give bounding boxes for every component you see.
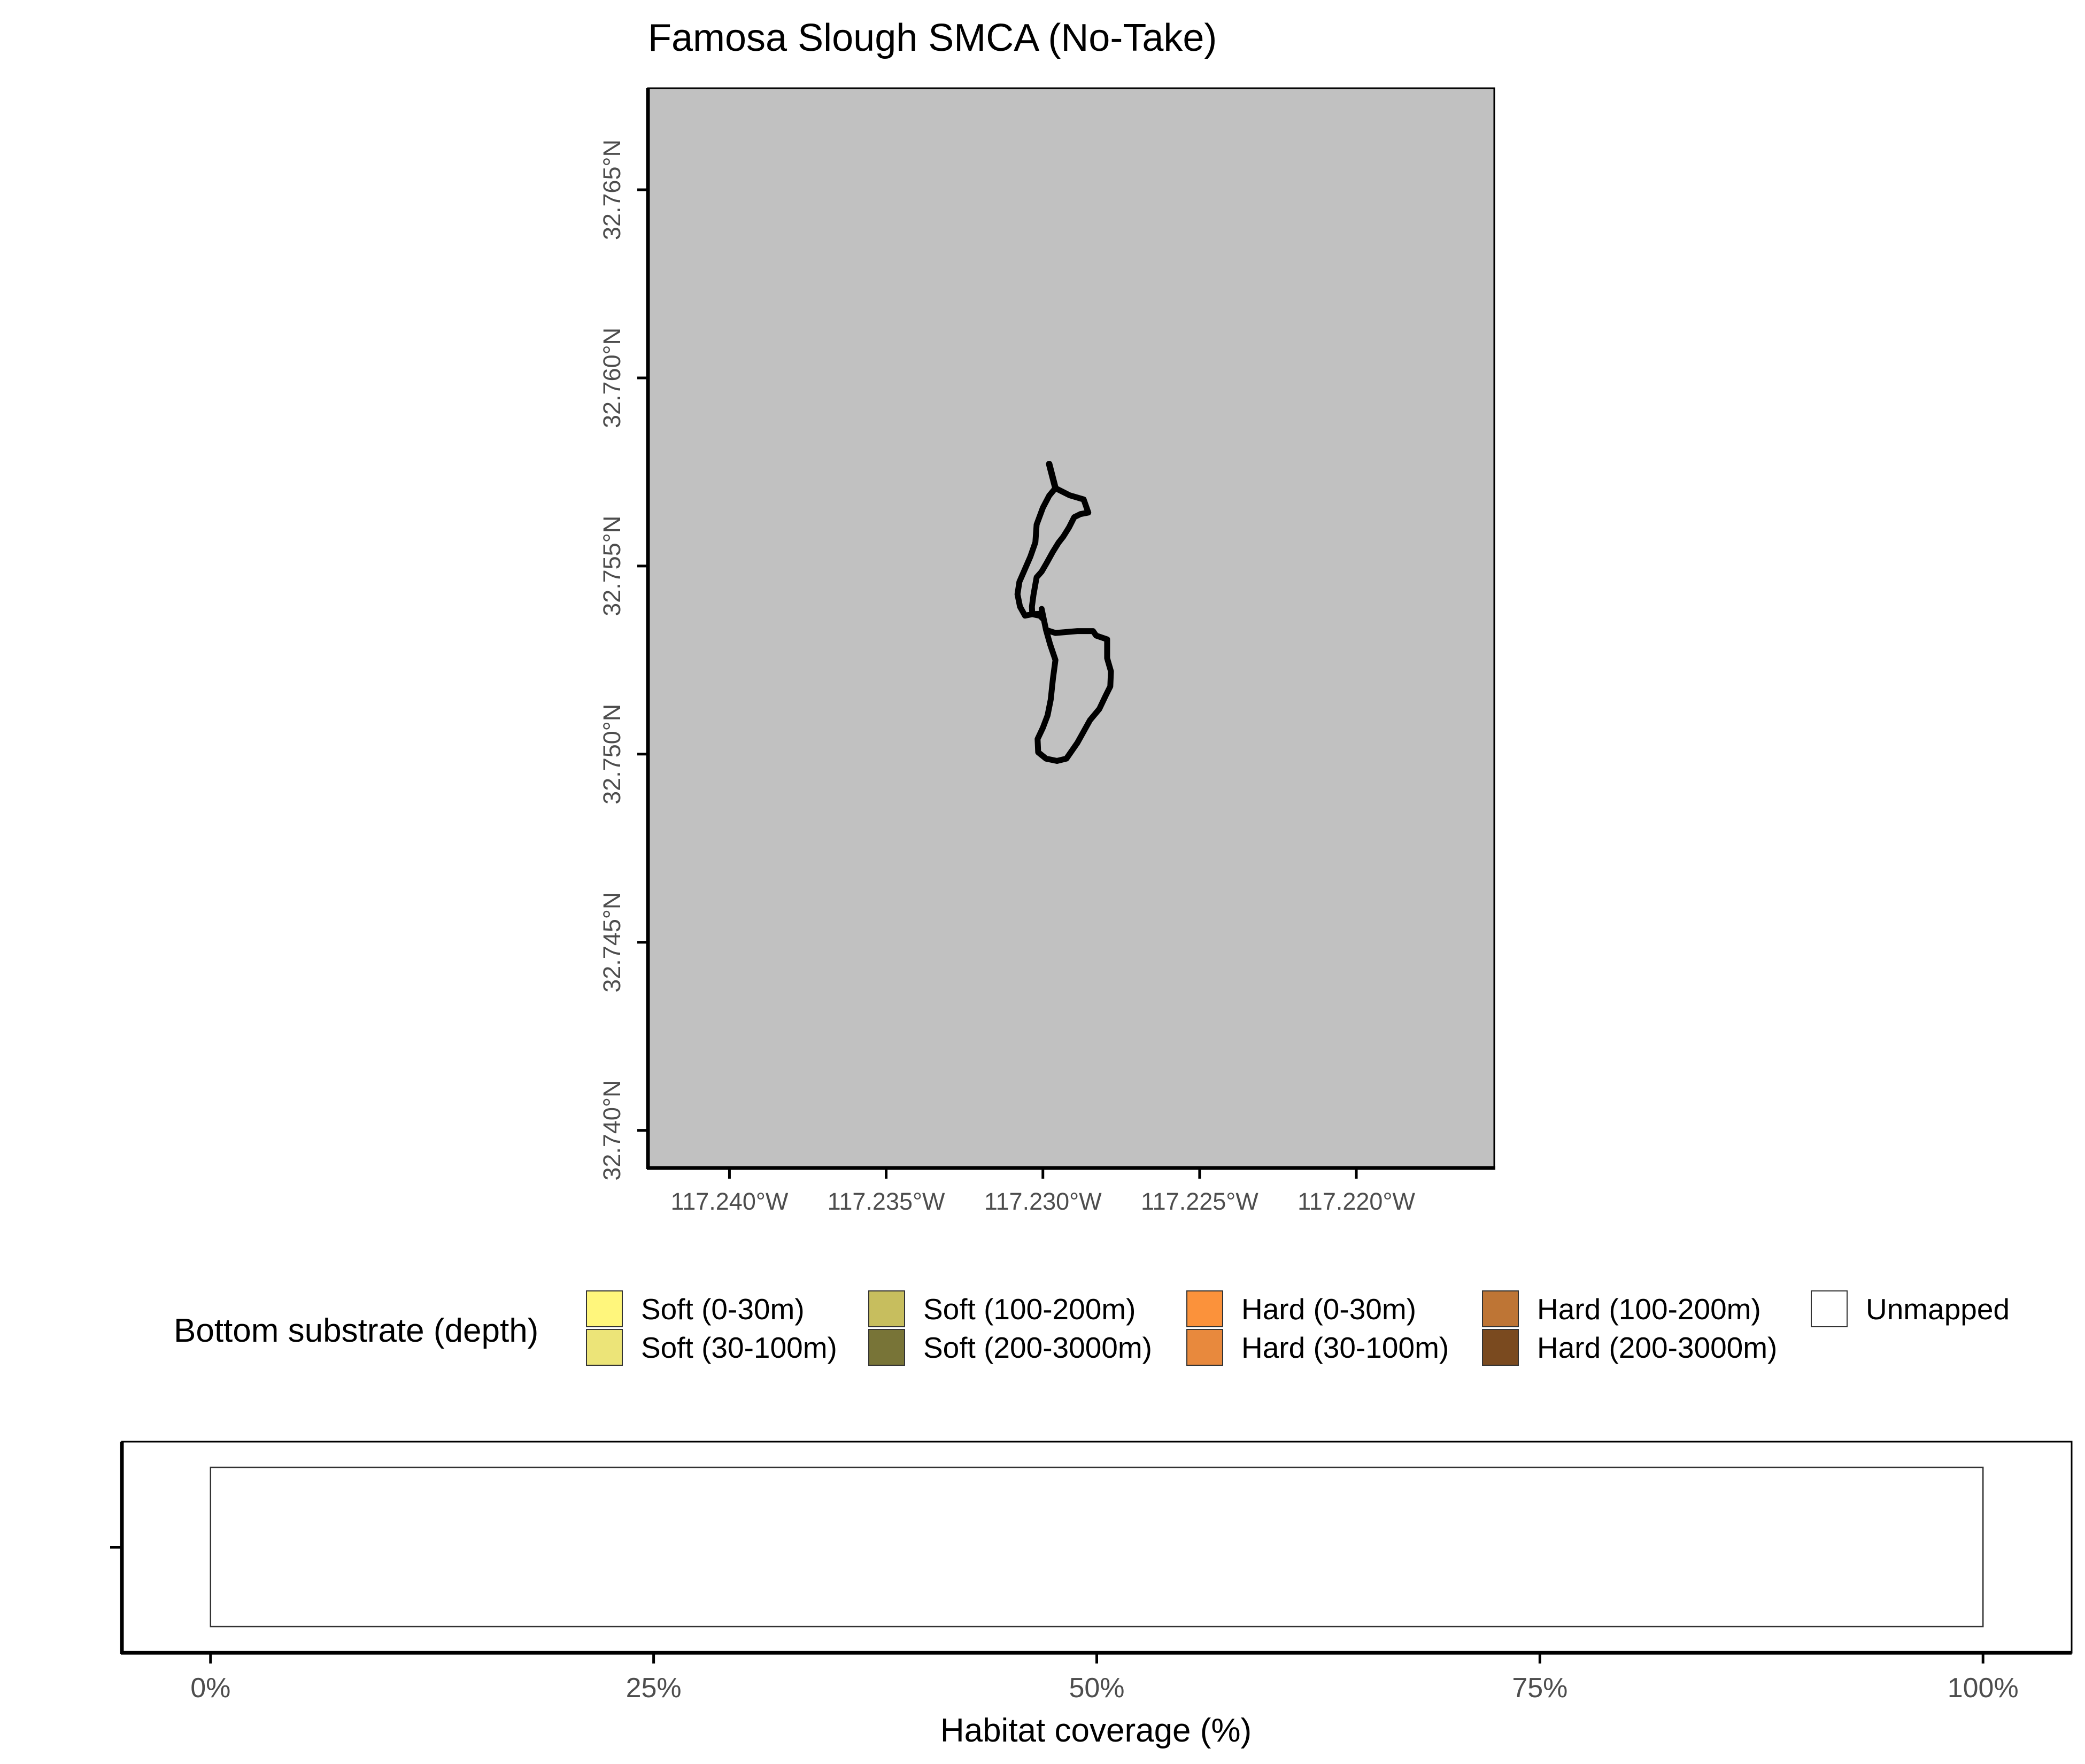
legend-item: Soft (200-3000m)	[868, 1329, 1152, 1366]
map-panel: 117.240°W 117.235°W 117.230°W 117.225°W 117.…	[598, 87, 1495, 1215]
map-y-tick-label: 32.740°N	[598, 1080, 626, 1181]
bar-x-tick-label: 0%	[190, 1673, 230, 1704]
legend-label: Soft (0-30m)	[641, 1293, 805, 1326]
legend-label: Unmapped	[1866, 1293, 2010, 1326]
legend-key	[1482, 1329, 1519, 1366]
legend-item: Hard (200-3000m)	[1482, 1329, 1777, 1366]
legend-label: Soft (30-100m)	[641, 1331, 837, 1364]
legend-label: Hard (100-200m)	[1537, 1293, 1761, 1326]
legend-label: Soft (200-3000m)	[923, 1331, 1152, 1364]
map-y-tick-label: 32.755°N	[598, 516, 626, 616]
legend-label: Soft (100-200m)	[923, 1293, 1136, 1326]
legend-items: Soft (0-30m) Soft (30-100m) Soft (100-200m…	[586, 1290, 2010, 1366]
legend: Bottom substrate (depth) Soft (0-30m)Sof…	[174, 1290, 2010, 1366]
bar-x-tick-label: 50%	[1069, 1673, 1124, 1704]
legend-item: Soft (100-200m)	[868, 1290, 1136, 1327]
legend-key	[1482, 1290, 1519, 1327]
map-axes: 117.240°W 117.235°W 117.230°W 117.225°W 117.…	[598, 88, 1495, 1215]
bar-marks	[210, 1466, 1984, 1628]
boundary-stub	[1046, 461, 1059, 492]
map-background	[647, 87, 1495, 1169]
legend-item: Hard (100-200m)	[1482, 1290, 1761, 1327]
legend-item: Unmapped	[1811, 1290, 2010, 1327]
legend-label: Hard (0-30m)	[1241, 1293, 1416, 1326]
boundary-south-lobe	[1034, 606, 1114, 764]
legend-key	[1186, 1329, 1223, 1366]
legend-key	[1186, 1290, 1223, 1327]
legend-item: Soft (30-100m)	[586, 1329, 837, 1366]
x-axis-title: Habitat coverage (%)	[940, 1712, 1252, 1749]
legend-item: Soft (0-30m)	[586, 1290, 805, 1327]
legend-label: Hard (30-100m)	[1241, 1331, 1449, 1364]
legend-item: Hard (0-30m)	[1186, 1290, 1416, 1327]
habitat-coverage-chart: 0% 25% 50% 75% 100% Habitat coverage (%)	[110, 1441, 2073, 1749]
map-y-tick-label: 32.745°N	[598, 892, 626, 993]
boundary-north-lobe	[1014, 485, 1092, 622]
bar-x-tick-label: 100%	[1948, 1673, 2019, 1704]
legend-item: Hard (30-100m)	[1186, 1329, 1449, 1366]
legend-key	[868, 1329, 905, 1366]
legend-key	[868, 1290, 905, 1327]
bar-x-tick-label: 75%	[1512, 1673, 1567, 1704]
legend-key	[1811, 1290, 1848, 1327]
legend-label: Hard (200-3000m)	[1537, 1331, 1777, 1364]
coverage-bar	[210, 1466, 1984, 1628]
mpa-boundary	[1014, 461, 1114, 764]
legend-title: Bottom substrate (depth)	[174, 1312, 538, 1349]
map-x-tick-label: 117.230°W	[984, 1188, 1102, 1215]
map-y-tick-label: 32.750°N	[598, 704, 626, 804]
map-x-tick-label: 117.220°W	[1298, 1188, 1415, 1215]
legend-key	[586, 1329, 623, 1366]
map-y-tick-label: 32.765°N	[598, 140, 626, 240]
legend-key	[586, 1290, 623, 1327]
map-y-tick-label: 32.760°N	[598, 328, 626, 428]
map-x-tick-label: 117.225°W	[1141, 1188, 1258, 1215]
map-x-tick-label: 117.235°W	[828, 1188, 945, 1215]
bar-x-tick-label: 25%	[626, 1673, 682, 1704]
map-title: Famosa Slough SMCA (No-Take)	[648, 17, 1217, 59]
map-x-tick-label: 117.240°W	[671, 1188, 789, 1215]
